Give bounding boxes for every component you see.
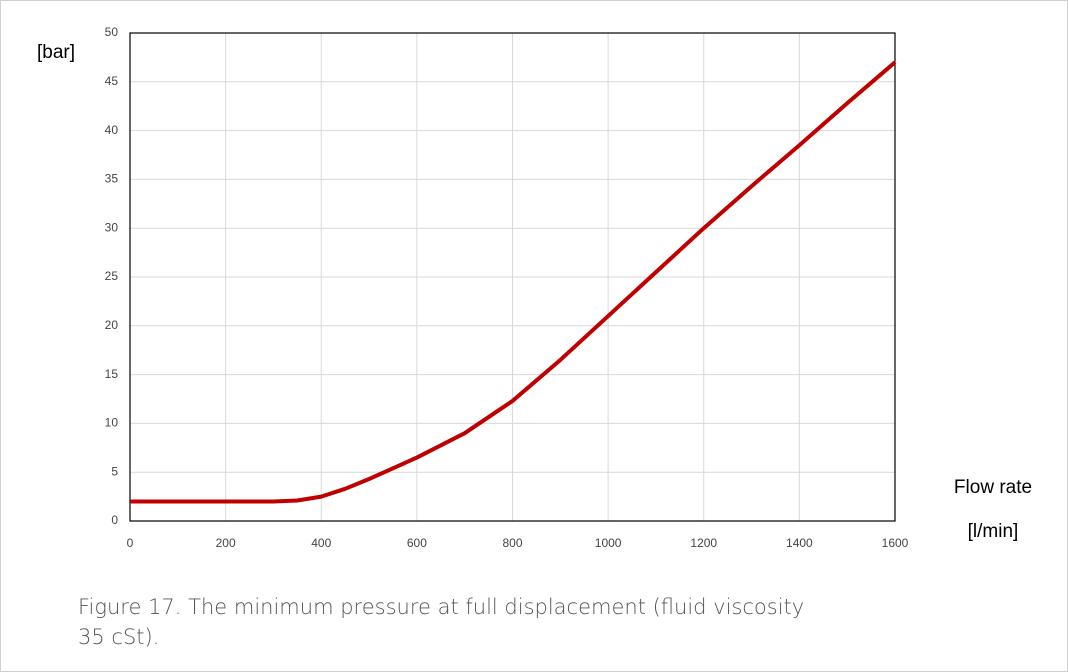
y-axis-label: [bar] — [37, 42, 75, 63]
x-tick-label: 1000 — [595, 536, 622, 550]
x-tick-label: 200 — [216, 536, 236, 550]
y-tick-label: 25 — [105, 269, 119, 283]
x-axis-unit: [l/min] — [968, 521, 1019, 542]
x-tick-label: 0 — [127, 536, 134, 550]
y-tick-label: 15 — [105, 367, 119, 381]
x-tick-label: 1200 — [690, 536, 717, 550]
x-tick-label: 400 — [311, 536, 331, 550]
x-tick-label: 600 — [407, 536, 427, 550]
y-tick-label: 45 — [105, 74, 119, 88]
y-tick-label: 35 — [105, 172, 119, 186]
y-tick-label: 10 — [105, 416, 119, 430]
x-tick-label: 1400 — [786, 536, 813, 550]
x-tick-label: 800 — [502, 536, 522, 550]
data-line — [130, 60, 897, 504]
caption: Figure 17. The minimum pressure at full … — [78, 595, 805, 649]
y-tick-label: 5 — [111, 464, 118, 478]
x-axis-label: Flow rate — [954, 477, 1032, 498]
x-tick-label: 1600 — [882, 536, 909, 550]
y-tick-label: 50 — [105, 25, 119, 39]
y-tick-label: 30 — [105, 220, 119, 234]
y-tick-label: 20 — [105, 318, 119, 332]
y-tick-label: 0 — [111, 513, 118, 527]
y-tick-label: 40 — [105, 123, 119, 137]
plot-border — [129, 32, 896, 522]
